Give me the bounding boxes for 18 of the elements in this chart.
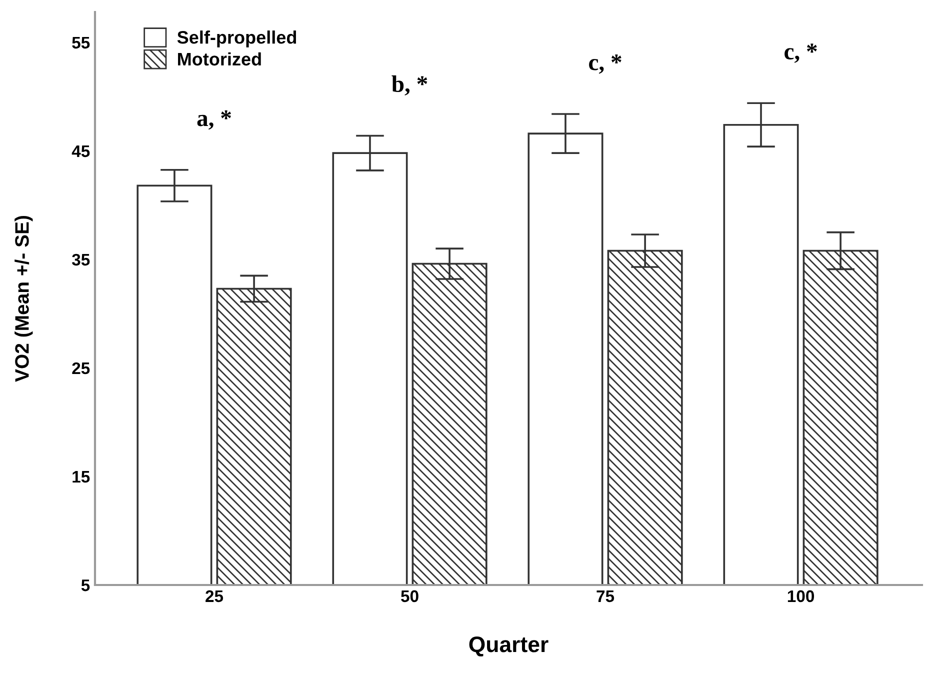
x-tick-label: 100 [788, 590, 814, 602]
y-tick-label: 5 [81, 580, 90, 592]
y-axis-title: VO2 (Mean +/- SE) [14, 216, 33, 382]
y-tick-label: 55 [72, 36, 90, 49]
y-tick-label: 35 [72, 254, 90, 266]
legend-label: Motorized [178, 52, 261, 66]
annotation: c, * [589, 54, 622, 74]
x-axis-title: Quarter [469, 636, 548, 656]
y-tick-label: 25 [72, 362, 90, 374]
x-tick-label: 25 [206, 590, 224, 602]
legend-label: Self-propelled [177, 30, 296, 48]
annotation: c, * [784, 44, 817, 63]
y-tick-label: 45 [72, 145, 90, 158]
x-tick-label: 50 [401, 590, 418, 602]
annotation: a, * [197, 110, 231, 130]
x-tick-label: 75 [596, 590, 614, 602]
y-tick-label: 15 [72, 471, 90, 483]
annotation: b, * [392, 75, 428, 96]
